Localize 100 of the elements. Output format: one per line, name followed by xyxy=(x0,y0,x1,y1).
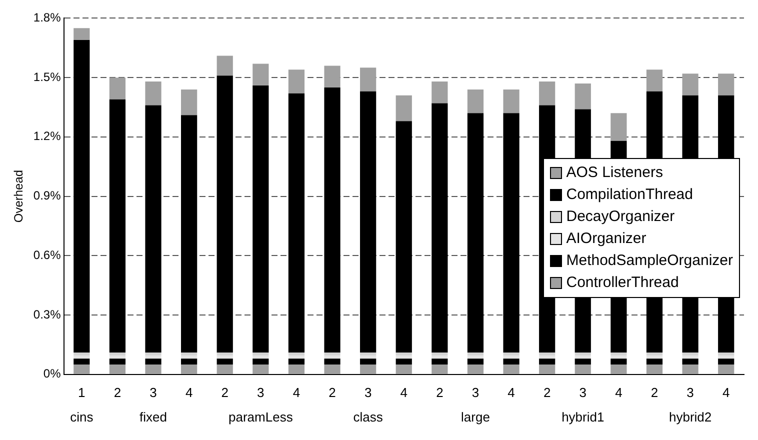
text: large xyxy=(461,410,490,425)
bar xyxy=(360,358,376,365)
x-tick-label: 4 xyxy=(400,384,408,400)
bar xyxy=(288,358,305,365)
bar xyxy=(74,364,90,374)
bar xyxy=(467,89,484,114)
text: class xyxy=(353,410,384,425)
legend-label: CompilationThread xyxy=(566,185,693,205)
bar xyxy=(74,28,90,40)
bar xyxy=(396,95,412,122)
bar xyxy=(74,356,90,359)
bar xyxy=(145,105,162,353)
bar xyxy=(432,358,448,365)
bar xyxy=(432,356,448,359)
bar xyxy=(396,364,412,374)
bar xyxy=(610,364,627,374)
bar xyxy=(109,358,126,365)
y-tick-label: 0% xyxy=(43,366,62,381)
bar xyxy=(503,358,520,365)
bar xyxy=(252,358,269,365)
x-tick-label: 2 xyxy=(543,384,551,400)
bar xyxy=(109,99,126,353)
bar xyxy=(503,89,520,114)
bar xyxy=(181,115,198,353)
text: fixed xyxy=(140,410,167,425)
text: cins xyxy=(70,410,94,425)
bar xyxy=(682,74,698,96)
bar xyxy=(74,358,90,365)
bar xyxy=(109,356,126,359)
x-tick-label: 1 xyxy=(78,384,86,400)
bar xyxy=(396,352,412,356)
bar xyxy=(539,82,556,106)
bar xyxy=(252,85,269,353)
x-tick-label: 2 xyxy=(114,384,122,400)
bar xyxy=(74,40,90,353)
bar xyxy=(396,358,412,365)
bar xyxy=(288,70,305,94)
y-tick-label: 1.5% xyxy=(33,70,62,84)
x-tick-label: 3 xyxy=(257,384,264,400)
text: hybrid2 xyxy=(668,410,712,425)
bar xyxy=(610,358,627,365)
bar xyxy=(539,352,556,356)
bar xyxy=(145,356,162,359)
bar xyxy=(432,103,448,353)
x-tick-label: 2 xyxy=(650,384,658,400)
bar xyxy=(252,364,269,374)
bar xyxy=(288,364,305,374)
bar xyxy=(503,352,520,356)
text: paramLess xyxy=(228,410,294,425)
bar xyxy=(718,74,734,96)
bar xyxy=(181,356,198,359)
x-tick-label: 4 xyxy=(508,384,515,400)
bar xyxy=(324,87,340,353)
bar xyxy=(718,358,734,365)
bar xyxy=(646,364,663,374)
bar xyxy=(252,64,269,86)
bar xyxy=(109,352,126,356)
bar xyxy=(109,78,126,100)
bar xyxy=(539,358,556,365)
bar xyxy=(216,364,233,374)
y-tick-label: 1.2% xyxy=(33,129,62,144)
x-tick-label: 3 xyxy=(150,384,157,400)
bar xyxy=(610,352,627,356)
x-tick-label: 3 xyxy=(364,384,372,400)
bar xyxy=(574,352,591,356)
bar xyxy=(360,352,376,356)
bar xyxy=(216,56,233,76)
bar xyxy=(288,356,305,359)
bar xyxy=(324,356,340,359)
bar xyxy=(718,352,734,356)
bar xyxy=(360,364,376,374)
x-tick-label: 3 xyxy=(686,384,694,400)
bar xyxy=(360,356,376,359)
bar xyxy=(646,352,663,356)
bar xyxy=(503,364,520,374)
x-tick-label: 3 xyxy=(472,384,480,400)
bar xyxy=(646,70,663,92)
bar xyxy=(574,84,591,110)
bar xyxy=(682,358,698,365)
y-tick-label: 1.8% xyxy=(33,10,62,25)
y-tick-label: 0.3% xyxy=(33,307,62,322)
bar xyxy=(610,356,627,359)
x-tick-label: 4 xyxy=(292,384,300,400)
bar xyxy=(288,352,305,356)
bar xyxy=(360,68,376,92)
x-tick-label: 4 xyxy=(722,384,730,400)
bar xyxy=(432,364,448,374)
bar xyxy=(74,352,90,356)
y-tick-label: 0.9% xyxy=(33,188,62,203)
bar xyxy=(718,364,734,374)
bar xyxy=(646,358,663,365)
bar xyxy=(145,364,162,374)
legend-label: MethodSampleOrganizer xyxy=(566,251,733,271)
bar xyxy=(503,356,520,359)
bar xyxy=(181,352,198,356)
bar xyxy=(288,93,305,353)
bar xyxy=(646,356,663,359)
bar xyxy=(574,358,591,365)
bar xyxy=(682,356,698,359)
x-tick-label: 2 xyxy=(328,384,336,400)
